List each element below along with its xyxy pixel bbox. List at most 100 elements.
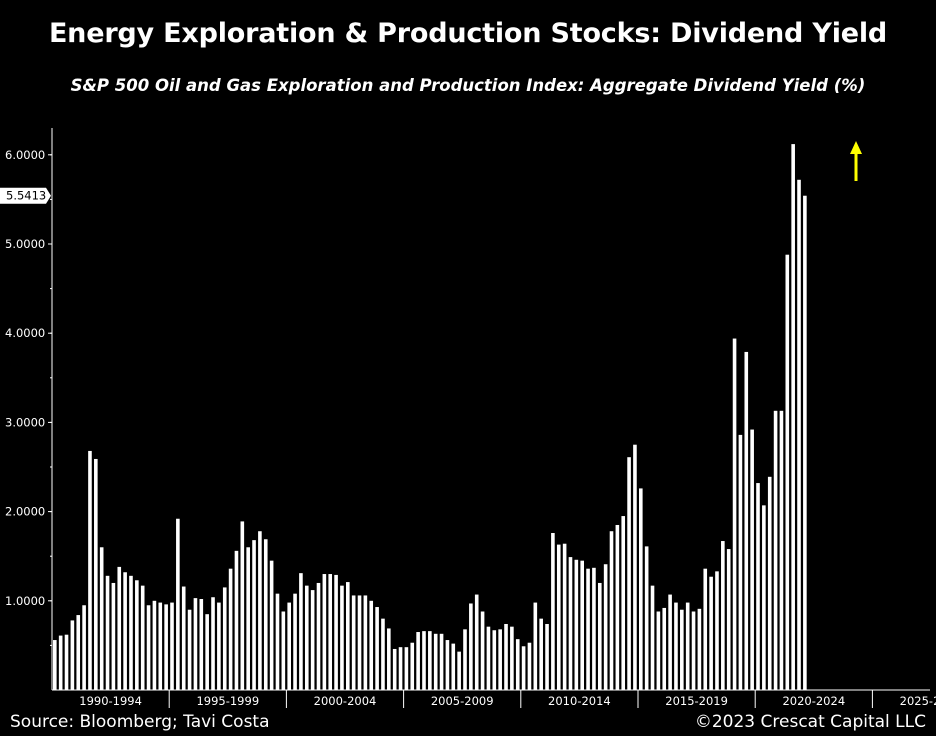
bar [135,580,139,690]
bar [668,594,672,690]
bar [369,600,374,690]
bar [721,541,725,690]
bar [316,582,321,690]
y-tick-label: 6.0000 [5,148,45,162]
bar [674,602,678,690]
bar [246,547,250,690]
bar [299,573,303,690]
bar [545,623,549,690]
bar [205,614,209,690]
bar [615,524,620,690]
bar [621,516,626,690]
bar [715,571,719,690]
bar [363,595,368,690]
y-tick-label: 1.0000 [5,594,45,608]
bar [597,582,602,690]
bar [498,629,502,690]
bar [433,633,438,690]
bar [428,631,432,690]
bar [474,594,479,690]
bar [756,483,760,690]
source-note: Source: Bloomberg; Tavi Costa [10,712,270,732]
bar [439,633,444,690]
bar [275,593,280,690]
bar [521,646,526,690]
bar [773,410,778,690]
bar [351,595,356,690]
bar [76,615,81,690]
bar [457,651,461,690]
bar [304,585,309,690]
chart-title: Energy Exploration & Production Stocks: … [48,18,888,49]
bar [691,611,696,690]
bar [181,586,186,690]
up-arrow-icon [850,141,862,154]
bar [609,531,614,690]
bar [451,643,456,690]
bar [340,585,344,690]
x-group-label: 2010-2014 [548,694,611,708]
bar [785,254,790,690]
x-group-label: 2020-2024 [782,694,845,708]
bar [293,593,297,690]
bar [510,626,514,690]
bar [105,575,110,690]
bar [222,587,227,690]
bar [263,539,268,690]
bar [170,602,174,690]
bar [140,585,145,690]
bar [310,590,315,690]
bar [187,609,192,690]
last-value-label: 5.5413 [6,189,46,203]
bar [650,585,655,690]
bar [492,630,497,690]
bar [738,434,743,690]
bar [381,618,385,690]
bar [211,597,215,690]
bar [762,505,766,690]
bar [533,602,538,690]
bar [392,648,397,690]
bar [445,640,450,690]
bar [398,647,403,690]
bar [656,611,661,690]
bar [281,611,286,690]
bar [680,609,684,690]
bar [803,195,807,690]
bar [346,582,350,690]
bar [791,144,795,691]
bar [469,603,473,690]
bar [64,634,69,690]
bar [556,544,561,690]
bar [410,642,415,690]
y-tick-label: 4.0000 [5,326,45,340]
bar [592,567,596,690]
x-group-label: 2025-2029 [900,694,936,708]
bar [258,531,262,690]
bar [322,574,327,690]
bar [146,605,151,690]
copyright-note: ©2023 Crescat Capital LLC [694,712,926,732]
x-group-label: 2015-2019 [665,694,728,708]
bar [82,605,86,690]
bar [480,611,485,690]
x-group-label: 2005-2009 [431,694,494,708]
y-tick-label: 3.0000 [5,415,45,429]
y-tick-label: 2.0000 [5,505,45,519]
bar [240,521,245,690]
bar [709,576,713,690]
bar [252,540,256,690]
bar [422,631,426,690]
bar [387,628,391,690]
bar [58,635,63,690]
bar [750,429,754,690]
bar [580,560,584,690]
bar [586,568,590,690]
bar [779,410,784,690]
x-group-label: 1990-1994 [79,694,142,708]
bar [486,626,491,690]
bar [287,602,291,690]
bar [562,543,567,690]
bar [123,572,127,690]
bar [94,458,98,690]
